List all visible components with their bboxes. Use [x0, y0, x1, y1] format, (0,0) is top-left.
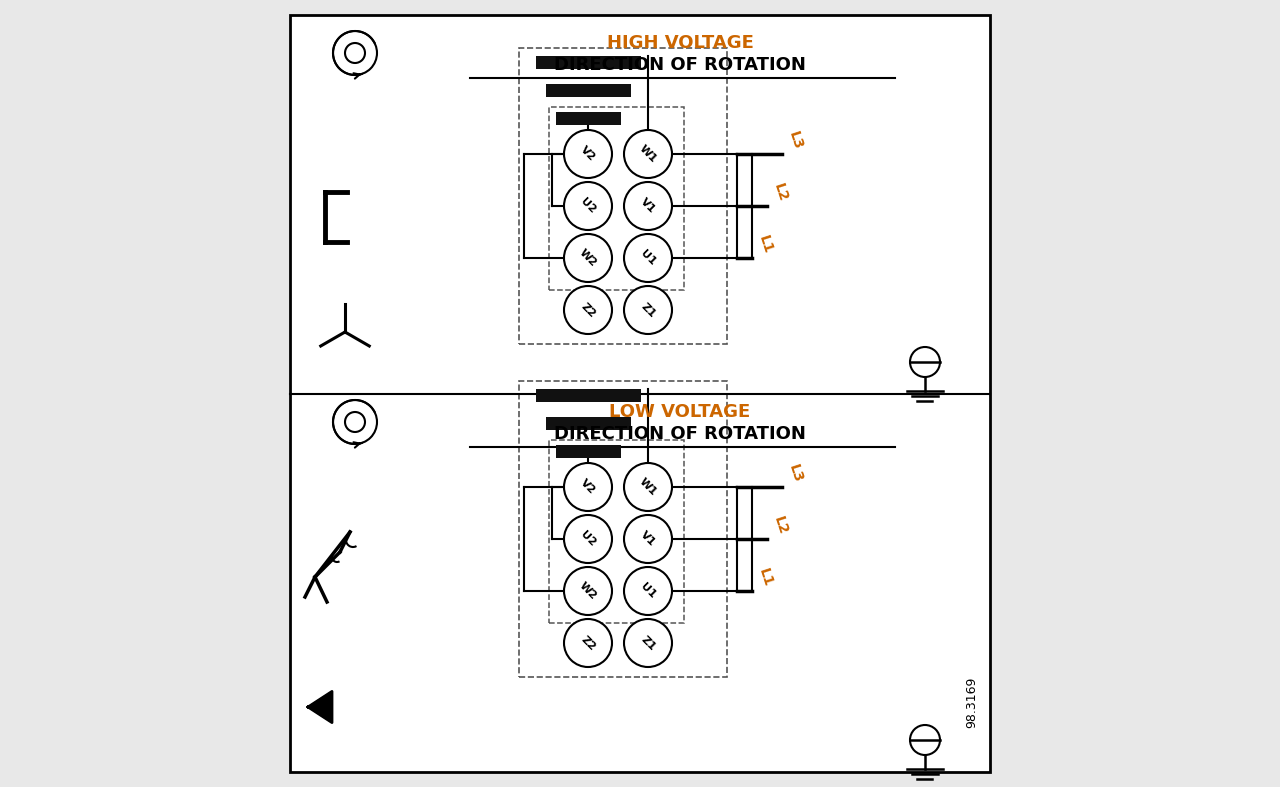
Text: V2: V2	[579, 478, 598, 497]
Text: DIRECTION OF ROTATION: DIRECTION OF ROTATION	[554, 425, 806, 443]
Bar	[547, 417, 631, 430]
Circle shape	[910, 725, 940, 755]
Bar	[556, 112, 621, 125]
Circle shape	[623, 182, 672, 230]
Circle shape	[564, 567, 612, 615]
Text: DIRECTION OF ROTATION: DIRECTION OF ROTATION	[554, 56, 806, 74]
Circle shape	[623, 567, 672, 615]
Circle shape	[623, 234, 672, 282]
Circle shape	[564, 463, 612, 511]
Bar	[291, 15, 989, 772]
Polygon shape	[308, 692, 332, 722]
Circle shape	[564, 182, 612, 230]
Text: L1: L1	[756, 234, 776, 256]
Text: W2: W2	[577, 580, 599, 601]
Circle shape	[564, 515, 612, 563]
Text: U2: U2	[579, 197, 598, 216]
Text: 98.3169: 98.3169	[965, 676, 978, 728]
Circle shape	[564, 130, 612, 178]
Text: W1: W1	[637, 143, 659, 164]
Text: W2: W2	[577, 247, 599, 268]
Text: U2: U2	[579, 530, 598, 549]
Circle shape	[623, 619, 672, 667]
Circle shape	[623, 463, 672, 511]
Text: L3: L3	[786, 463, 805, 485]
Text: V1: V1	[639, 197, 658, 216]
Circle shape	[623, 515, 672, 563]
Text: Z1: Z1	[639, 634, 657, 652]
Bar	[547, 84, 631, 97]
Circle shape	[564, 234, 612, 282]
Circle shape	[623, 130, 672, 178]
Text: U1: U1	[639, 249, 658, 268]
Circle shape	[910, 347, 940, 377]
Text: L1: L1	[756, 567, 776, 589]
Circle shape	[333, 31, 378, 75]
Circle shape	[564, 619, 612, 667]
Text: Z2: Z2	[579, 634, 598, 652]
Circle shape	[564, 286, 612, 334]
Text: V1: V1	[639, 530, 658, 549]
Bar	[536, 389, 641, 402]
Text: Z1: Z1	[639, 301, 657, 320]
Bar	[536, 56, 641, 69]
Text: L2: L2	[771, 515, 790, 537]
Text: W1: W1	[637, 476, 659, 497]
Circle shape	[333, 400, 378, 444]
Text: U1: U1	[639, 582, 658, 600]
Bar	[556, 445, 621, 458]
Text: HIGH VOLTAGE: HIGH VOLTAGE	[607, 34, 754, 52]
Text: L2: L2	[771, 182, 790, 204]
Circle shape	[346, 43, 365, 63]
Circle shape	[623, 286, 672, 334]
Text: L3: L3	[786, 130, 805, 152]
Text: V2: V2	[579, 145, 598, 164]
Circle shape	[346, 412, 365, 432]
Text: Z2: Z2	[579, 301, 598, 320]
Text: LOW VOLTAGE: LOW VOLTAGE	[609, 403, 750, 421]
